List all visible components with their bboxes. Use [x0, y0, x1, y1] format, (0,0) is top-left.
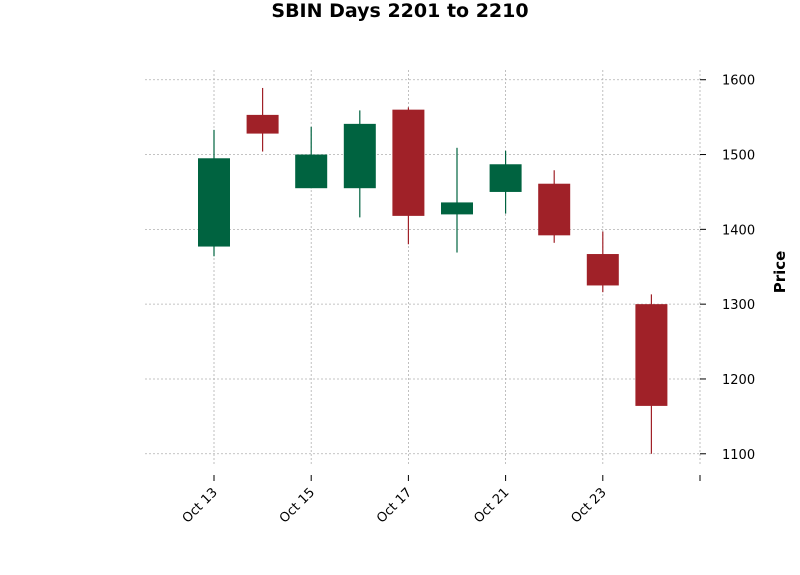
chart-title: SBIN Days 2201 to 2210 [271, 0, 529, 22]
x-tick-label: Oct 23 [569, 485, 610, 526]
candle-body [635, 304, 668, 406]
candles [198, 87, 668, 454]
y-tick-label: 1600 [722, 74, 755, 89]
x-tick-label: Oct 15 [277, 485, 318, 526]
y-tick-label: 1400 [722, 223, 755, 238]
candle-body [392, 109, 425, 216]
y-tick-label: 1500 [722, 149, 755, 164]
candle-body [295, 154, 328, 189]
x-tick-label: Oct 21 [471, 485, 512, 526]
candle-body [246, 114, 279, 134]
y-tick-label: 1200 [722, 373, 755, 388]
candle-body [489, 164, 522, 192]
candle-body [441, 202, 473, 215]
x-tick-label: Oct 17 [374, 485, 415, 526]
y-axis-label: Price [771, 251, 789, 294]
axes: 1100 1200 1300 1400 1500 1600 Oct 13 Oct 15 Oct … [180, 74, 755, 527]
candle-body [198, 158, 230, 247]
x-tick-label: Oct 13 [180, 485, 221, 526]
candle-body [586, 254, 619, 286]
y-tick-label: 1300 [722, 298, 755, 313]
candle-body [538, 183, 571, 236]
candle-body [343, 123, 376, 189]
y-tick-label: 1100 [722, 448, 755, 463]
